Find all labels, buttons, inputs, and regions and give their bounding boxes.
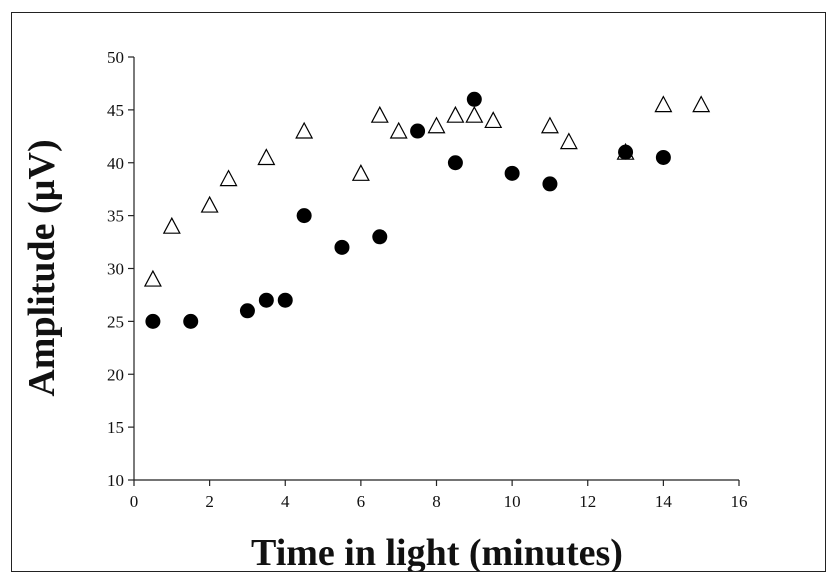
data-point-triangle [692, 95, 711, 113]
x-tick-label: 16 [731, 492, 748, 511]
data-point-triangle [295, 121, 314, 139]
data-point-circle [372, 229, 388, 245]
data-point-circle [410, 123, 426, 139]
data-point-triangle [162, 216, 181, 234]
data-point-triangle [446, 105, 465, 123]
data-point-triangle [484, 111, 503, 129]
data-point-circle [542, 176, 558, 192]
data-point-circle [504, 165, 520, 181]
data-point-triangle [351, 164, 370, 181]
y-tick-label: 10 [107, 471, 124, 490]
data-point-circle [447, 155, 463, 171]
y-axis-title: Amplitude (µV) [21, 139, 63, 396]
y-tick-label: 25 [107, 312, 124, 331]
data-point-triangle [257, 148, 276, 166]
x-tick-label: 6 [357, 492, 366, 511]
data-point-circle [277, 292, 293, 308]
data-point-triangle [654, 95, 673, 113]
data-point-triangle [427, 116, 446, 134]
data-point-triangle [540, 116, 559, 134]
data-point-triangle [143, 269, 162, 287]
y-tick-label: 30 [107, 260, 124, 279]
x-axis-title: Time in light (minutes) [251, 532, 623, 571]
x-tick-label: 14 [655, 492, 673, 511]
data-point-circle [655, 149, 671, 165]
y-tick-label: 20 [107, 365, 124, 384]
x-tick-label: 12 [579, 492, 596, 511]
data-point-circle [466, 91, 482, 107]
scatter-chart: 0 2 4 6 8 10 12 14 16 10 15 20 25 30 35 40 45 50 Time in … [21, 48, 748, 574]
x-tick-label: 8 [432, 492, 441, 511]
data-point-triangle [616, 142, 635, 160]
data-point-circle [239, 303, 255, 319]
chart-frame: 0 2 4 6 8 10 12 14 16 10 15 20 25 30 35 40 45 50 Time in … [11, 12, 826, 574]
data-point-circle [145, 313, 161, 329]
data-point-circle [258, 292, 274, 308]
data-point-triangle [559, 132, 578, 150]
data-point-circle [334, 239, 350, 255]
data-point-circle [296, 208, 312, 224]
x-tick-label: 4 [281, 492, 290, 511]
data-point-circle [618, 144, 634, 160]
data-point-triangle [219, 169, 238, 187]
y-tick-label: 15 [107, 418, 124, 437]
y-tick-label: 50 [107, 48, 124, 67]
data-point-triangle [389, 121, 408, 139]
x-tick-label: 0 [130, 492, 139, 511]
y-tick-label: 40 [107, 154, 124, 173]
data-point-circle [183, 313, 199, 329]
x-tick-label: 10 [504, 492, 521, 511]
data-point-triangle [370, 105, 389, 123]
data-point-triangle [200, 195, 219, 213]
data-point-triangle [465, 105, 484, 123]
y-tick-label: 35 [107, 207, 124, 226]
x-tick-label: 2 [205, 492, 214, 511]
y-tick-label: 45 [107, 101, 124, 120]
plot-area: 0 2 4 6 8 10 12 14 16 10 15 20 25 30 35 40 45 50 [107, 48, 748, 511]
